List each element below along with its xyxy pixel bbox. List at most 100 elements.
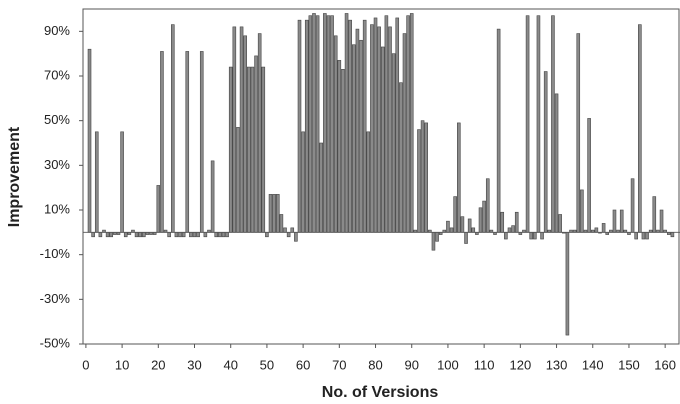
x-tick-label: 0	[82, 357, 89, 372]
bar	[225, 232, 229, 238]
bar	[294, 232, 298, 242]
bar	[594, 227, 599, 233]
bar	[576, 33, 581, 233]
x-tick-label: 90	[404, 357, 418, 372]
bar	[312, 13, 316, 233]
bar	[370, 24, 374, 233]
bar	[171, 24, 175, 233]
x-tick-label: 130	[546, 357, 568, 372]
bar	[645, 232, 649, 240]
bar	[192, 232, 197, 238]
bar	[380, 46, 385, 233]
bar	[457, 122, 461, 233]
bar	[181, 232, 186, 238]
bar	[250, 66, 255, 233]
x-tick-label: 40	[223, 357, 237, 372]
bar	[174, 232, 179, 238]
bar	[344, 13, 349, 233]
bar	[326, 15, 331, 233]
bar	[297, 19, 302, 233]
bar	[337, 60, 342, 233]
bar	[601, 223, 606, 233]
bar	[362, 19, 367, 233]
bar	[138, 232, 142, 238]
bar	[377, 26, 381, 233]
bar	[485, 178, 490, 233]
bar	[652, 196, 657, 233]
bar	[236, 127, 240, 233]
x-tick-label: 150	[618, 357, 640, 372]
bar	[87, 48, 92, 233]
bar	[402, 33, 407, 233]
bar	[109, 232, 114, 238]
bar	[478, 207, 483, 233]
y-tick-label: 90%	[44, 23, 70, 38]
y-tick-label: -50%	[40, 335, 71, 350]
bar	[529, 232, 533, 240]
bar	[142, 232, 146, 238]
bar	[634, 232, 638, 240]
bar	[587, 118, 591, 233]
bar	[388, 26, 392, 233]
bar	[218, 232, 222, 238]
bar	[355, 28, 360, 233]
bar	[105, 232, 110, 238]
y-tick-label: 10%	[44, 201, 70, 216]
bar	[123, 232, 128, 238]
bar	[399, 82, 403, 233]
bar	[315, 15, 320, 233]
bar	[536, 15, 541, 233]
x-tick-label: 120	[509, 357, 531, 372]
bar	[630, 178, 635, 233]
x-tick-label: 100	[437, 357, 459, 372]
bar	[254, 55, 258, 233]
y-axis-title: Improvement	[6, 126, 23, 227]
bar	[482, 200, 486, 233]
bar	[511, 225, 515, 233]
bar	[420, 120, 425, 233]
bar	[384, 15, 389, 233]
bar	[232, 26, 237, 233]
x-tick-label: 110	[474, 357, 495, 372]
bar	[638, 24, 642, 233]
bar	[366, 131, 371, 233]
bar	[323, 13, 327, 233]
bar	[341, 69, 345, 233]
bar	[286, 232, 291, 238]
bar	[406, 15, 410, 233]
bar	[134, 232, 139, 238]
bar	[203, 232, 208, 238]
bar	[228, 66, 233, 233]
bar	[504, 232, 508, 240]
bar	[464, 232, 468, 244]
x-tick-label: 60	[296, 357, 310, 372]
bar	[641, 232, 646, 240]
bar	[496, 28, 501, 233]
bar	[91, 232, 95, 238]
bar	[189, 232, 193, 238]
bar	[460, 216, 465, 233]
bar	[391, 53, 396, 233]
bar	[373, 17, 378, 233]
plot-frame	[82, 8, 680, 345]
x-tick-label: 50	[260, 357, 274, 372]
x-axis-title: No. of Versions	[322, 384, 439, 401]
bar	[449, 227, 454, 233]
bar	[525, 15, 530, 233]
bar	[558, 214, 562, 233]
bar	[185, 51, 190, 233]
bar	[156, 185, 161, 233]
bar	[533, 232, 537, 240]
x-tick-label: 30	[187, 357, 201, 372]
bar	[409, 13, 414, 233]
bar	[543, 71, 548, 233]
bar	[395, 17, 400, 233]
bar	[214, 232, 219, 238]
bar	[261, 66, 266, 233]
bar	[94, 131, 99, 233]
bar	[659, 209, 664, 233]
bar	[554, 93, 559, 233]
bar	[540, 232, 544, 240]
x-tick-label: 70	[332, 357, 346, 372]
x-tick-label: 10	[115, 357, 129, 372]
